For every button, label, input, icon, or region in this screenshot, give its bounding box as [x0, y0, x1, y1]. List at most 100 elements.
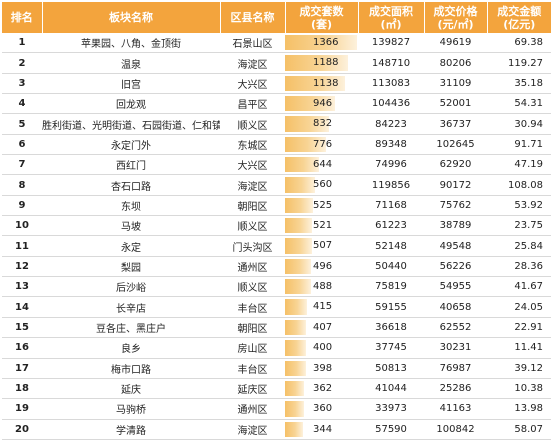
header-amount: 成交金额 (亿元): [487, 2, 551, 33]
units-cell: 415: [285, 296, 358, 318]
area-cell: 41044: [358, 378, 424, 400]
units-value: 360: [313, 403, 333, 415]
amount-cell: 41.67: [487, 276, 551, 298]
district-cell: 朝阳区: [220, 195, 285, 217]
units-cell: 776: [285, 134, 358, 156]
units-value: 1138: [313, 77, 339, 89]
units-cell: 496: [285, 256, 358, 278]
units-cell: 400: [285, 337, 358, 359]
units-data-bar: [285, 319, 306, 336]
units-value: 398: [313, 362, 333, 374]
units-data-bar: [285, 136, 326, 153]
header-district: 区县名称: [220, 2, 286, 33]
district-cell: 延庆区: [220, 378, 285, 400]
area-cell: 50440: [358, 256, 424, 278]
price-cell: 38789: [424, 215, 487, 237]
area-cell: 74996: [358, 154, 424, 176]
price-cell: 36737: [424, 113, 487, 135]
units-data-bar: [285, 258, 311, 275]
units-value: 560: [313, 179, 333, 191]
amount-cell: 54.31: [487, 93, 551, 115]
units-value: 832: [313, 118, 333, 130]
amount-cell: 108.08: [487, 174, 551, 196]
block-name-cell: 回龙观: [42, 93, 220, 115]
units-value: 946: [313, 98, 333, 110]
units-cell: 644: [285, 154, 358, 176]
district-cell: 昌平区: [220, 93, 285, 115]
block-name-cell: 永定门外: [42, 134, 220, 156]
price-cell: 49548: [424, 235, 487, 257]
table-row: 13 后沙峪 顺义区 488 75819 54955 41.67: [2, 276, 551, 298]
units-data-bar: [285, 279, 311, 295]
price-cell: 25286: [424, 378, 487, 400]
units-cell: 525: [285, 195, 358, 217]
table-row: 17 梅市口路 丰台区 398 50813 76987 39.12: [2, 358, 551, 379]
units-cell: 507: [285, 235, 358, 257]
amount-cell: 69.38: [487, 33, 551, 54]
units-data-bar: [285, 197, 313, 214]
area-cell: 148710: [358, 52, 424, 74]
amount-cell: 91.71: [487, 134, 551, 156]
district-cell: 丰台区: [220, 296, 285, 318]
area-cell: 84223: [358, 113, 424, 135]
block-name-cell: 杏石口路: [42, 174, 220, 196]
area-cell: 50813: [358, 358, 424, 379]
block-name-cell: 马坡: [42, 215, 220, 237]
units-value: 525: [313, 199, 333, 211]
units-cell: 488: [285, 276, 358, 298]
units-data-bar: [285, 177, 315, 193]
rank-cell: 15: [2, 317, 42, 339]
block-name-cell: 旧宫: [42, 73, 220, 95]
table-row: 9 东坝 朝阳区 525 71168 75762 53.92: [2, 195, 551, 217]
price-cell: 62920: [424, 154, 487, 176]
table-body: 1 苹果园、八角、金顶街 石景山区 1366 139827 49619 69.38 2 温泉 海淀…: [2, 33, 551, 440]
rank-cell: 10: [2, 215, 42, 237]
units-value: 644: [313, 159, 333, 171]
units-cell: 521: [285, 215, 358, 237]
table-row: 5 胜利街道、光明街道、石园街道、仁和镇 顺义区 832 84223 36737 30.94: [2, 113, 551, 135]
table-row: 6 永定门外 东城区 776 89348 102645 91.71: [2, 134, 551, 156]
price-cell: 80206: [424, 52, 487, 74]
amount-cell: 39.12: [487, 358, 551, 379]
district-cell: 朝阳区: [220, 317, 285, 339]
district-cell: 门头沟区: [220, 235, 285, 257]
table-row: 2 温泉 海淀区 1188 148710 80206 119.27: [2, 52, 551, 74]
block-name-cell: 豆各庄、黑庄户: [42, 317, 220, 339]
rank-cell: 20: [2, 419, 42, 440]
block-name-cell: 后沙峪: [42, 276, 220, 298]
units-value: 400: [313, 342, 333, 354]
units-data-bar: [285, 299, 307, 315]
price-cell: 102645: [424, 134, 487, 156]
header-units: 成交套数 (套): [285, 2, 359, 33]
area-cell: 57590: [358, 419, 424, 440]
price-cell: 75762: [424, 195, 487, 217]
units-cell: 560: [285, 174, 358, 196]
rank-cell: 4: [2, 93, 42, 115]
rank-cell: 8: [2, 174, 42, 196]
units-value: 521: [313, 220, 333, 232]
area-cell: 33973: [358, 398, 424, 420]
rank-cell: 17: [2, 358, 42, 379]
rank-cell: 5: [2, 113, 42, 135]
units-cell: 360: [285, 398, 358, 420]
block-name-cell: 苹果园、八角、金顶街: [42, 33, 220, 54]
area-cell: 75819: [358, 276, 424, 298]
rank-cell: 11: [2, 235, 42, 257]
table-row: 7 西红门 大兴区 644 74996 62920 47.19: [2, 154, 551, 176]
units-value: 362: [313, 382, 333, 394]
table-row: 10 马坡 顺义区 521 61223 38789 23.75: [2, 215, 551, 237]
area-cell: 52148: [358, 235, 424, 257]
amount-cell: 47.19: [487, 154, 551, 176]
table-row: 18 延庆 延庆区 362 41044 25286 10.38: [2, 378, 551, 400]
area-cell: 61223: [358, 215, 424, 237]
block-name-cell: 学清路: [42, 419, 220, 440]
table-row: 12 梨园 通州区 496 50440 56226 28.36: [2, 256, 551, 278]
district-cell: 顺义区: [220, 113, 285, 135]
area-cell: 37745: [358, 337, 424, 359]
block-name-cell: 长辛店: [42, 296, 220, 318]
units-cell: 344: [285, 419, 358, 440]
units-value: 344: [313, 423, 333, 435]
district-cell: 顺义区: [220, 215, 285, 237]
units-data-bar: [285, 218, 312, 234]
